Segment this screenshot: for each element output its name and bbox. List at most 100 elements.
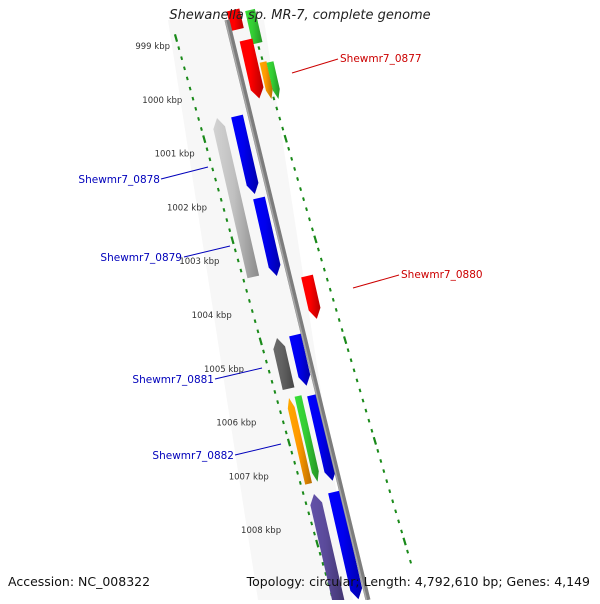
outer-tick-13 (293, 166, 297, 171)
outer-tick-36 (361, 398, 365, 403)
inner-tick-23 (239, 268, 243, 273)
gene-labels: Shewmr7_0877 Shewmr7_0878 Shewmr7_0879 Shew… (78, 53, 482, 462)
outer-tick-6 (272, 96, 276, 101)
ruler-label-2: 1001 kbp (155, 150, 195, 160)
gene-label-shewmr7_0882: Shewmr7_0882 (152, 450, 234, 462)
inner-tick-39 (284, 430, 288, 435)
outer-tick-38 (367, 418, 371, 423)
inner-tick-38 (281, 420, 285, 425)
backbone-line (224, 19, 371, 601)
feature-lightgray-0878 (213, 118, 260, 279)
outer-tick-16 (302, 197, 306, 202)
outer-tick-46 (391, 499, 395, 504)
backbone-track (224, 19, 371, 601)
inner-tick-1 (177, 46, 181, 51)
outer-tick-32 (349, 358, 353, 363)
outer-tick-19 (311, 227, 314, 232)
outer-tick-31 (346, 348, 350, 353)
inner-tick-13 (211, 167, 215, 172)
feature-green-outer-0877 (266, 61, 280, 100)
outer-tick-40 (372, 436, 378, 445)
gene-label-shewmr7_0877: Shewmr7_0877 (340, 53, 422, 65)
feature-orange-outer-0877 (259, 61, 273, 100)
outer-tick-11 (287, 146, 291, 151)
inner-tick-10 (202, 135, 207, 144)
leader-shewmr7_0882 (234, 443, 282, 456)
inner-tick-43 (296, 470, 299, 475)
outer-tick-15 (299, 187, 303, 192)
outer-tick-48 (397, 519, 401, 524)
inner-tick-17 (222, 207, 226, 212)
inner-tick-35 (273, 389, 277, 394)
inner-tick-32 (264, 359, 268, 364)
inner-tick-0 (173, 33, 179, 43)
outer-tick-24 (325, 277, 329, 282)
outer-tick-43 (382, 469, 386, 473)
inner-tick-45 (301, 491, 305, 496)
feature-blue-bottom (328, 490, 363, 600)
outer-tick-7 (275, 106, 279, 111)
outer-tick-30 (343, 336, 348, 345)
outer-tick-26 (331, 297, 335, 302)
outer-tick-21 (316, 247, 320, 252)
outer-tick-42 (379, 459, 383, 463)
inner-tick-22 (236, 258, 240, 263)
inner-tick-12 (208, 157, 212, 162)
inner-tick-16 (219, 197, 223, 202)
inner-tick-46 (304, 501, 308, 506)
map-title: Shewanella sp. MR-7, complete genome (169, 8, 431, 23)
ruler-label-8: 1007 kbp (229, 472, 269, 482)
gene-features (213, 8, 363, 603)
inner-tick-14 (214, 177, 217, 182)
inner-tick-42 (293, 460, 297, 465)
ruler-label-7: 1006 kbp (216, 419, 256, 429)
inner-tick-5 (188, 86, 192, 91)
outer-tick-9 (281, 126, 285, 131)
feature-darkgray-0881 (273, 338, 295, 391)
outer-tick-29 (340, 328, 344, 333)
ruler-label-1: 1000 kbp (142, 96, 182, 106)
outer-tick-8 (278, 116, 282, 121)
ruler-label-3: 1002 kbp (167, 203, 207, 213)
outer-tick-39 (370, 428, 374, 433)
outer-tick-1 (257, 46, 261, 51)
outer-tick-20 (313, 235, 318, 244)
inner-tick-52 (321, 561, 325, 566)
outer-tick-27 (334, 307, 338, 312)
inner-tick-11 (205, 147, 209, 152)
inner-tick-29 (256, 329, 260, 334)
track-background (168, 20, 353, 600)
outer-tick-44 (385, 479, 389, 484)
inner-tick-6 (191, 96, 195, 101)
gene-label-shewmr7_0879: Shewmr7_0879 (100, 252, 182, 264)
inner-tick-19 (228, 228, 232, 233)
genome-summary: Topology: circular; Length: 4,792,610 bp… (246, 574, 590, 589)
inner-tick-7 (194, 106, 198, 111)
ruler-label-5: 1004 kbp (192, 311, 232, 321)
outer-tick-51 (406, 549, 410, 554)
ruler-label-4: 1003 kbp (179, 257, 219, 267)
outer-tick-34 (355, 378, 359, 383)
feature-blue-0879 (253, 196, 281, 276)
inner-tick-20 (230, 236, 235, 245)
outer-tick-50 (402, 537, 407, 546)
inner-tick-15 (216, 187, 220, 192)
outer-tick-41 (376, 448, 380, 453)
inner-tick-30 (258, 337, 263, 346)
outer-tick-47 (394, 509, 398, 514)
outer-tick-52 (409, 559, 412, 564)
outer-tick-22 (319, 257, 323, 262)
feature-red-outer-0877 (239, 38, 264, 99)
inner-tick-41 (290, 450, 294, 455)
inner-tick-2 (180, 56, 184, 61)
feature-red-0880 (301, 274, 321, 319)
inner-tick-53 (324, 572, 328, 576)
leader-shewmr7_0880 (352, 274, 400, 289)
ruler-inner-ticks (173, 33, 333, 597)
inner-tick-44 (298, 481, 302, 485)
inner-tick-26 (248, 298, 251, 303)
inner-tick-21 (233, 248, 237, 253)
outer-tick-12 (290, 156, 294, 161)
